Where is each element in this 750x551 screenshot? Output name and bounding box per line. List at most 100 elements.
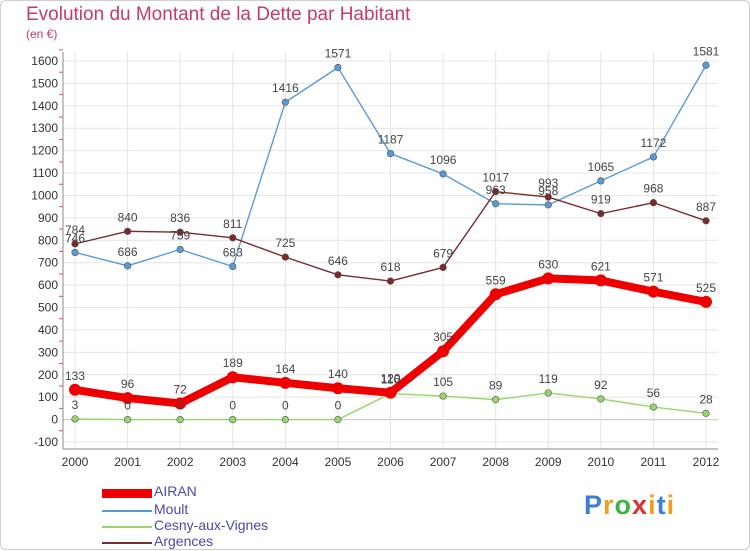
data-point xyxy=(281,98,289,106)
data-label: 679 xyxy=(433,246,453,260)
data-label: 0 xyxy=(282,399,289,413)
legend-swatch xyxy=(102,542,152,544)
data-label: 0 xyxy=(124,399,131,413)
data-point xyxy=(331,382,344,395)
data-label: 958 xyxy=(538,184,558,198)
logo-letter: t xyxy=(656,490,667,520)
x-tick-label: 2004 xyxy=(272,455,299,469)
y-tick-label: 700 xyxy=(38,256,58,270)
data-label: 725 xyxy=(275,236,295,250)
x-tick-label: 2003 xyxy=(219,455,246,469)
y-tick-label: 1000 xyxy=(31,188,58,202)
logo-letter: i xyxy=(648,490,657,520)
data-label: 571 xyxy=(643,271,663,285)
data-label: 96 xyxy=(121,377,135,391)
data-point xyxy=(386,277,395,285)
data-point xyxy=(492,396,500,404)
data-point xyxy=(649,403,658,411)
chart-unit: (en €) xyxy=(26,27,58,41)
data-label: 120 xyxy=(380,372,400,386)
y-tick-label: 600 xyxy=(38,278,58,292)
x-tick-label: 2009 xyxy=(535,455,562,469)
data-point xyxy=(439,170,447,178)
y-tick-label: 1500 xyxy=(31,76,58,90)
data-point xyxy=(437,345,450,358)
legend-swatch xyxy=(102,488,152,498)
data-label: 630 xyxy=(538,257,558,271)
x-tick-label: 2001 xyxy=(114,455,141,469)
data-point xyxy=(542,272,555,285)
y-tick-label: 1200 xyxy=(31,144,58,158)
data-label: 683 xyxy=(223,246,243,260)
data-label: 963 xyxy=(486,183,506,197)
data-label: 0 xyxy=(229,399,236,413)
data-point xyxy=(647,285,660,298)
y-tick-label: 1100 xyxy=(32,166,58,180)
data-point xyxy=(700,295,712,308)
y-tick-label: 0 xyxy=(51,413,58,427)
data-label: 784 xyxy=(65,223,85,237)
data-label: 759 xyxy=(170,228,190,242)
x-tick-label: 2008 xyxy=(482,455,509,469)
chart-title: Evolution du Montant de la Dette par Hab… xyxy=(26,4,411,25)
data-point xyxy=(174,397,187,410)
y-tick-label: 1600 xyxy=(31,54,58,68)
data-label: 1096 xyxy=(430,153,457,167)
data-label: 119 xyxy=(539,372,558,386)
x-tick-label: 2012 xyxy=(693,455,720,469)
data-label: 887 xyxy=(696,200,716,214)
data-point xyxy=(702,61,710,69)
x-tick-label: 2006 xyxy=(377,455,404,469)
data-point xyxy=(702,409,710,417)
data-point xyxy=(649,199,658,207)
data-point xyxy=(176,415,184,424)
data-point xyxy=(71,240,79,248)
data-point xyxy=(281,253,289,261)
y-tick-label: 900 xyxy=(38,211,58,225)
logo-letter: P xyxy=(584,490,604,520)
y-tick-label: 800 xyxy=(38,233,58,247)
x-tick-label: 2005 xyxy=(325,455,352,469)
data-point xyxy=(334,271,342,279)
legend-label: AIRAN xyxy=(154,483,197,499)
legend-swatch xyxy=(102,510,152,512)
x-tick-label: 2010 xyxy=(587,455,614,469)
data-point xyxy=(121,392,134,405)
data-point xyxy=(69,383,81,396)
y-tick-label: 400 xyxy=(38,323,58,337)
data-label: 164 xyxy=(275,362,295,376)
data-point xyxy=(229,415,237,424)
data-label: 72 xyxy=(173,382,187,396)
data-point xyxy=(544,389,552,397)
data-point xyxy=(176,245,184,254)
x-tick-label: 2011 xyxy=(641,455,667,469)
data-label: 56 xyxy=(647,386,661,400)
data-point xyxy=(492,188,500,196)
data-point xyxy=(544,201,552,209)
data-label: 621 xyxy=(591,259,611,273)
data-point xyxy=(281,415,289,424)
data-point xyxy=(123,227,132,235)
x-tick-label: 2000 xyxy=(62,455,89,469)
data-label: 1571 xyxy=(325,46,352,60)
data-label: 189 xyxy=(223,356,243,370)
data-label: 1581 xyxy=(693,44,720,58)
data-point xyxy=(594,274,607,287)
data-point xyxy=(489,288,502,301)
data-point xyxy=(71,415,79,423)
logo-letter: o xyxy=(614,490,633,520)
proxiti-logo: Proxiti xyxy=(584,490,675,521)
y-tick-label: 100 xyxy=(38,390,58,404)
data-label: 919 xyxy=(591,193,611,207)
data-point xyxy=(229,262,237,271)
data-point xyxy=(597,395,605,403)
data-label: 1172 xyxy=(641,136,667,150)
data-label: 968 xyxy=(643,182,663,196)
data-label: 305 xyxy=(433,330,453,344)
data-label: 1065 xyxy=(587,160,614,174)
data-label: 993 xyxy=(538,176,558,190)
data-label: 133 xyxy=(65,369,85,383)
y-tick-label: 500 xyxy=(38,301,58,315)
data-label: 28 xyxy=(699,392,713,406)
